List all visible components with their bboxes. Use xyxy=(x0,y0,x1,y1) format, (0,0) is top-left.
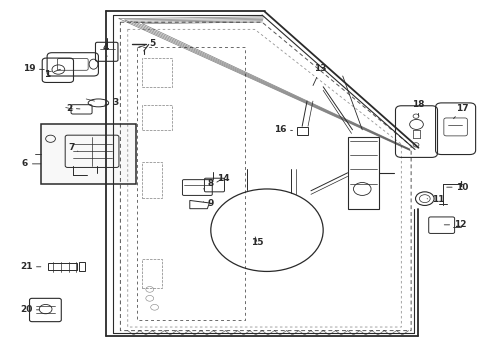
Text: 15: 15 xyxy=(251,237,264,247)
Text: 9: 9 xyxy=(203,199,214,208)
Text: 14: 14 xyxy=(217,174,229,183)
Bar xyxy=(143,259,162,288)
Bar xyxy=(41,125,136,184)
Text: 3: 3 xyxy=(105,98,119,107)
Text: 21: 21 xyxy=(20,262,41,271)
Text: 13: 13 xyxy=(313,64,327,86)
Text: 11: 11 xyxy=(427,195,444,204)
Text: 1: 1 xyxy=(44,69,60,79)
Text: 10: 10 xyxy=(447,183,468,192)
Text: 6: 6 xyxy=(22,159,41,168)
Text: 18: 18 xyxy=(412,100,425,116)
Text: 4: 4 xyxy=(102,43,109,56)
Text: 20: 20 xyxy=(20,305,39,314)
Bar xyxy=(48,263,77,270)
Text: 2: 2 xyxy=(66,104,80,113)
Text: 17: 17 xyxy=(454,104,469,119)
Bar xyxy=(79,262,85,271)
Bar xyxy=(297,127,308,135)
Bar xyxy=(143,162,162,198)
Bar xyxy=(347,137,379,209)
Bar xyxy=(143,58,172,87)
Text: 16: 16 xyxy=(274,125,293,134)
Text: 5: 5 xyxy=(139,39,155,48)
Text: 19: 19 xyxy=(23,64,44,73)
Text: 12: 12 xyxy=(444,220,466,229)
Text: 8: 8 xyxy=(203,179,214,189)
Text: 7: 7 xyxy=(69,143,78,152)
Bar xyxy=(143,105,172,130)
